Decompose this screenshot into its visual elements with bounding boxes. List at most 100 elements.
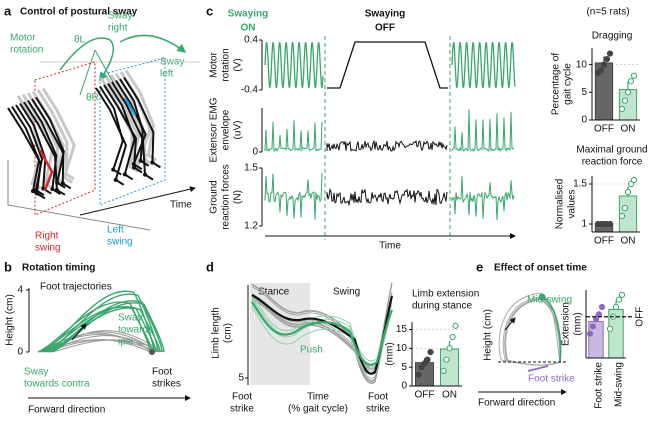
illustration xyxy=(23,101,66,196)
panel-letter: c xyxy=(206,3,213,18)
y-axis-label: (mm) xyxy=(385,342,396,365)
label: Push xyxy=(300,345,323,356)
illustration xyxy=(103,84,143,174)
data-point xyxy=(427,349,434,356)
y-tick-label: 5 xyxy=(238,373,244,384)
data-point xyxy=(446,345,453,352)
joint xyxy=(129,157,134,162)
label: Left xyxy=(107,225,124,236)
illustration xyxy=(123,97,137,116)
data-point xyxy=(597,67,605,74)
label: swing xyxy=(35,243,61,254)
row-label: Motor xyxy=(209,52,220,78)
data-point xyxy=(586,330,594,337)
label: (% gait cycle) xyxy=(288,404,348,415)
label: strike xyxy=(230,404,254,415)
data-point xyxy=(621,97,629,104)
y-tick-label: 5 xyxy=(581,87,587,98)
label: Sway xyxy=(24,367,48,378)
joint xyxy=(60,181,65,186)
x-tick-label: ON xyxy=(442,390,457,401)
illustration xyxy=(124,69,158,162)
label: ipsi xyxy=(118,337,133,348)
y-tick-label: 0 xyxy=(17,347,23,358)
x-tick-label: ON xyxy=(621,236,636,247)
data-point xyxy=(606,325,614,332)
trace-illustration xyxy=(264,41,324,89)
data-point xyxy=(452,322,459,329)
label: Limb length xyxy=(211,307,222,359)
x-tick-label: Foot strike xyxy=(594,362,605,409)
trace-illustration xyxy=(251,301,394,366)
illustration xyxy=(123,76,161,169)
trace-illustration xyxy=(451,41,516,89)
label: Height (cm) xyxy=(5,294,16,346)
illustration xyxy=(35,96,66,189)
trace-illustration xyxy=(326,139,448,152)
label: right xyxy=(108,23,128,34)
data-point xyxy=(592,316,600,323)
label: left xyxy=(160,69,174,80)
joint xyxy=(146,153,151,158)
illustration xyxy=(119,78,150,167)
joint xyxy=(55,180,60,185)
panel-letter: e xyxy=(476,259,483,274)
illustration xyxy=(59,37,115,82)
x-tick-label: OFF xyxy=(415,390,435,401)
data-point xyxy=(443,356,450,363)
y-axis-label: Percentage of xyxy=(551,53,562,115)
panel-title: Control of postural sway xyxy=(20,7,138,18)
trace-illustration xyxy=(327,41,448,89)
y-axis-label: Extension xyxy=(561,302,572,346)
y-axis-label: gait cycle xyxy=(563,63,574,105)
y-tick-label: 0.4 xyxy=(244,35,258,46)
joint xyxy=(138,158,143,163)
illustration xyxy=(27,99,61,195)
illustration xyxy=(107,82,136,181)
y-tick-label: 0 xyxy=(401,381,407,392)
label: Swaying xyxy=(365,9,406,20)
joint xyxy=(132,165,137,170)
panel-letter: d xyxy=(206,259,214,274)
y-tick-label: 10 xyxy=(396,343,408,354)
trace-illustration xyxy=(498,292,561,366)
label: Mid-swing xyxy=(527,295,572,306)
label: Foot strike xyxy=(528,374,575,385)
illustration xyxy=(15,104,45,196)
illustration xyxy=(38,149,54,191)
label: Foot trajectories xyxy=(40,282,112,293)
x-tick-label: Mid-swing xyxy=(614,362,625,407)
y-tick-label: 4 xyxy=(17,285,23,296)
illustration xyxy=(99,57,166,206)
reference-label: OFF xyxy=(635,307,646,327)
data-point xyxy=(630,72,638,79)
y-axis-label: values xyxy=(567,190,578,219)
label: Foot xyxy=(232,392,252,403)
label: (n=5 rats) xyxy=(586,7,629,18)
trace-illustration xyxy=(451,175,515,221)
trace-illustration xyxy=(251,293,393,362)
data-point xyxy=(449,333,456,341)
trace-illustration xyxy=(326,187,448,207)
label: (cm) xyxy=(223,323,234,343)
illustration xyxy=(36,89,75,181)
illustration xyxy=(7,160,151,231)
label: Sway xyxy=(118,313,142,324)
label: Forward direction xyxy=(28,405,105,416)
row-label: (V) xyxy=(233,58,244,71)
data-point xyxy=(606,220,614,228)
y-tick-label: 1.5 xyxy=(244,163,258,174)
y-tick-label: 1.2 xyxy=(244,221,258,232)
joint xyxy=(111,167,116,172)
data-point xyxy=(440,367,447,375)
arrow xyxy=(71,323,87,341)
data-point xyxy=(624,188,632,196)
label: Foot xyxy=(152,367,172,378)
row-label: Ground xyxy=(209,180,220,213)
y-tick-label: -0.4 xyxy=(241,85,259,96)
data-point xyxy=(621,204,629,212)
chart-title: during stance xyxy=(412,301,472,312)
illustration xyxy=(99,85,124,176)
panel-title: Rotation timing xyxy=(22,263,95,274)
y-tick-label: 1.5 xyxy=(573,179,587,190)
